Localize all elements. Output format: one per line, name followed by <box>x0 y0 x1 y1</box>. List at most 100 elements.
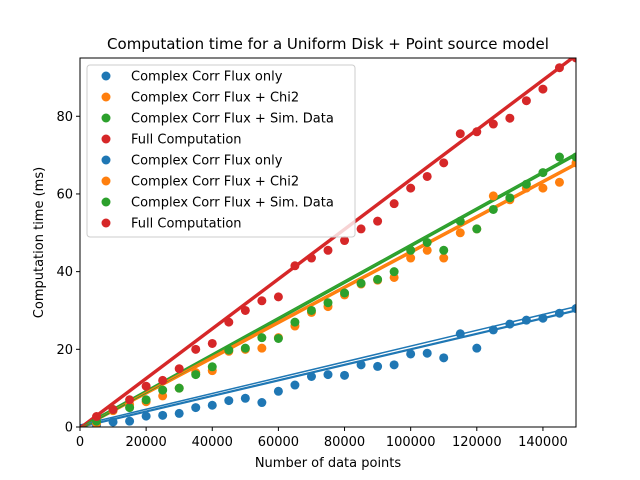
data-point-s4-20 <box>406 183 416 193</box>
data-point-s4-7 <box>191 344 201 354</box>
data-point-s1-11 <box>257 398 267 408</box>
data-point-s3-7 <box>191 370 201 380</box>
legend-label-2: Complex Corr Flux + Chi2 <box>131 91 299 106</box>
data-point-s4-8 <box>207 338 217 348</box>
data-point-s1-14 <box>306 372 316 382</box>
legend-label-4: Full Computation <box>131 133 242 148</box>
data-point-s3-8 <box>207 362 217 372</box>
legend-marker-5 <box>101 155 111 165</box>
fit-line-8 <box>80 58 573 427</box>
y-tick-label-5: 80 <box>56 110 73 125</box>
data-point-s3-19 <box>389 267 399 277</box>
x-axis-ticks: 0 20000 40000 60000 80000 100000 120000 140000 <box>76 427 568 450</box>
legend-label-6: Complex Corr Flux + Chi2 <box>131 175 299 190</box>
data-point-s2-20 <box>406 253 416 263</box>
data-point-s4-27 <box>521 96 531 106</box>
data-point-s4-16 <box>340 236 350 246</box>
data-point-s2-21 <box>422 245 432 255</box>
legend-marker-1 <box>101 71 111 81</box>
data-point-s3-27 <box>521 179 531 189</box>
data-point-s1-28 <box>538 313 548 323</box>
data-point-s3-3 <box>125 403 135 413</box>
legend-label-1: Complex Corr Flux only <box>131 70 283 85</box>
y-tick-label-2: 20 <box>56 343 73 358</box>
data-point-s4-1 <box>92 412 102 422</box>
data-point-s1-7 <box>191 403 201 413</box>
data-point-s3-15 <box>323 298 333 308</box>
data-point-s3-23 <box>455 216 465 226</box>
data-point-s4-28 <box>538 84 548 94</box>
data-point-s4-14 <box>306 253 316 263</box>
data-point-s4-24 <box>472 127 482 137</box>
data-point-s3-29 <box>554 152 564 162</box>
data-point-s3-24 <box>472 224 482 234</box>
data-point-s4-6 <box>174 364 184 374</box>
data-point-s2-28 <box>538 183 548 193</box>
data-point-s3-4 <box>141 395 151 405</box>
data-point-s1-26 <box>505 319 515 329</box>
data-point-s3-26 <box>505 193 515 203</box>
x-tick-label-3: 40000 <box>192 435 233 450</box>
data-point-s4-25 <box>488 119 498 129</box>
data-point-s4-21 <box>422 171 432 181</box>
data-point-s3-11 <box>257 333 267 343</box>
data-point-s4-15 <box>323 245 333 255</box>
data-point-s3-25 <box>488 204 498 214</box>
legend-marker-4 <box>101 134 111 144</box>
data-point-s4-11 <box>257 296 267 306</box>
data-point-s1-10 <box>240 393 250 403</box>
y-tick-label-1: 0 <box>65 421 73 436</box>
x-tick-label-8: 140000 <box>518 435 568 450</box>
data-point-s3-6 <box>174 383 184 393</box>
data-point-s1-5 <box>158 410 168 420</box>
data-point-s3-28 <box>538 168 548 178</box>
data-point-s1-30 <box>571 304 576 314</box>
data-point-s1-24 <box>472 343 482 353</box>
data-point-s1-18 <box>373 361 383 371</box>
data-point-s1-4 <box>141 411 151 421</box>
data-point-s1-25 <box>488 325 498 335</box>
data-point-s2-23 <box>455 228 465 238</box>
data-point-s1-21 <box>422 348 432 358</box>
data-point-s4-9 <box>224 317 234 327</box>
data-point-s1-6 <box>174 408 184 418</box>
data-point-s1-13 <box>290 380 300 390</box>
legend-marker-7 <box>101 197 111 207</box>
x-tick-label-5: 80000 <box>324 435 365 450</box>
data-point-s1-12 <box>273 386 283 396</box>
data-point-s3-18 <box>373 274 383 284</box>
data-point-s2-11 <box>257 343 267 353</box>
data-point-s3-9 <box>224 345 234 355</box>
legend-box <box>86 64 356 238</box>
legend-marker-3 <box>101 113 111 123</box>
data-point-s3-22 <box>439 245 449 255</box>
data-point-s1-9 <box>224 396 234 406</box>
data-point-s3-16 <box>340 288 350 298</box>
x-tick-label-4: 60000 <box>258 435 299 450</box>
fit-line-4 <box>80 58 576 427</box>
data-point-s3-5 <box>158 385 168 395</box>
data-point-s1-15 <box>323 370 333 380</box>
data-point-s3-20 <box>406 245 416 255</box>
data-point-s4-29 <box>554 63 564 73</box>
data-point-s4-22 <box>439 158 449 168</box>
plot-area <box>80 58 576 427</box>
data-point-s4-18 <box>373 216 383 226</box>
data-point-s1-22 <box>439 353 449 363</box>
legend-label-3: Complex Corr Flux + Sim. Data <box>131 112 334 127</box>
data-point-s4-2 <box>108 405 118 415</box>
data-point-s1-29 <box>554 308 564 318</box>
chart-title: Computation time for a Uniform Disk + Po… <box>107 35 549 53</box>
data-point-s2-25 <box>488 191 498 201</box>
y-tick-label-3: 40 <box>56 265 73 280</box>
data-point-s3-10 <box>240 343 250 353</box>
axes-frame <box>79 57 577 428</box>
data-point-s3-14 <box>306 305 316 315</box>
data-point-s1-3 <box>125 416 135 426</box>
legend-marker-8 <box>101 218 111 228</box>
data-point-s4-19 <box>389 199 399 209</box>
y-axis-ticks: 0 20 40 60 80 <box>56 110 80 436</box>
data-point-s1-2 <box>108 417 118 427</box>
x-axis-label: Number of data points <box>255 456 402 471</box>
